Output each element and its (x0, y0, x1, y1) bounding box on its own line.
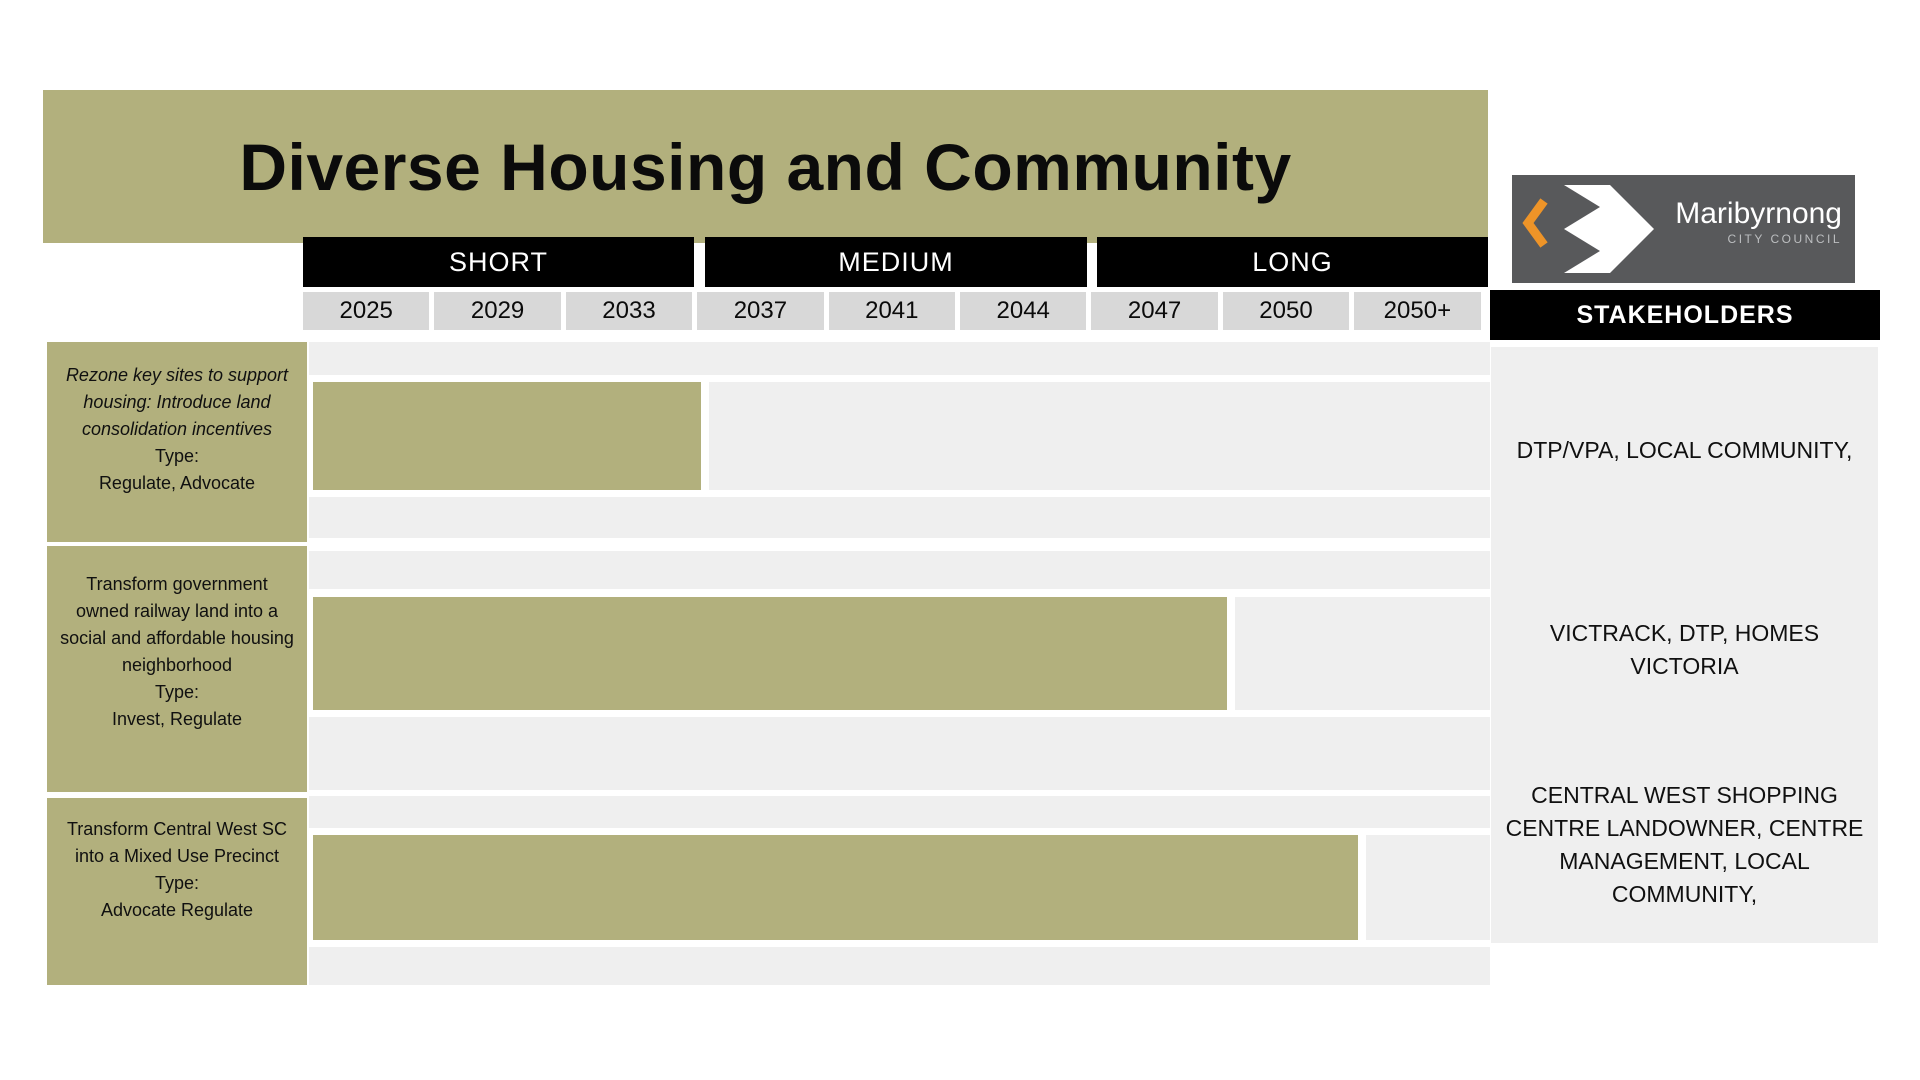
gantt-track-remainder (1366, 835, 1490, 940)
gantt-bar (313, 835, 1359, 940)
gantt-track-remainder (1234, 597, 1490, 710)
period-header-medium: MEDIUM (705, 237, 1087, 287)
action-text: Rezone key sites to support housing: Int… (65, 365, 289, 439)
grid-strip (309, 342, 1490, 375)
council-subtitle: CITY COUNCIL (1727, 232, 1842, 246)
year-cell-2033: 2033 (565, 292, 693, 330)
year-cell-2044: 2044 (960, 292, 1087, 330)
stakeholders-row-1: DTP/VPA, LOCAL COMMUNITY, (1516, 436, 1853, 463)
type-label: Type: (154, 682, 200, 702)
year-cell-2050+: 2050+ (1354, 292, 1481, 330)
gantt-band-row-2 (0, 597, 1920, 710)
gantt-band-row-3 (0, 835, 1920, 940)
page-title: Diverse Housing and Community (239, 129, 1292, 204)
year-cell-2041: 2041 (828, 292, 955, 330)
type-value: Invest, Regulate (111, 709, 243, 729)
action-text: Transform government owned railway land … (60, 574, 294, 675)
period-header-long: LONG (1097, 237, 1488, 287)
stakeholders-row-3: CENTRAL WEST SHOPPING CENTRE LANDOWNER, … (1505, 782, 1864, 907)
year-cell-2029: 2029 (434, 292, 561, 330)
stakeholders-row-2: VICTRACK, DTP, HOMES VICTORIA (1549, 620, 1820, 679)
year-cell-2025: 2025 (303, 292, 430, 330)
gantt-bar (313, 597, 1227, 710)
council-logo: Maribyrnong CITY COUNCIL (1512, 175, 1855, 283)
logo-orange-chevron-icon (1522, 198, 1548, 248)
year-cell-2047: 2047 (1091, 292, 1218, 330)
gantt-track-remainder (709, 382, 1490, 490)
period-label: SHORT (448, 246, 548, 277)
year-cell-2050: 2050 (1222, 292, 1350, 330)
stakeholders-header: STAKEHOLDERS (1490, 290, 1880, 340)
period-header-short: SHORT (303, 237, 694, 287)
type-value: Regulate, Advocate (98, 473, 256, 493)
stakeholders-panel: DTP/VPA, LOCAL COMMUNITY, VICTRACK, DTP,… (1491, 347, 1878, 943)
grid-strip (309, 551, 1490, 589)
title-banner: Diverse Housing and Community (43, 90, 1488, 243)
year-cell-2037: 2037 (697, 292, 824, 330)
stakeholders-header-label: STAKEHOLDERS (1576, 300, 1794, 329)
type-label: Type: (154, 873, 200, 893)
grid-strip (309, 947, 1490, 985)
action-label-row-3: Transform Central West SC into a Mixed U… (47, 798, 307, 985)
action-label-row-2: Transform government owned railway land … (47, 546, 307, 792)
type-label: Type: (154, 446, 200, 466)
council-name: Maribyrnong (1675, 197, 1842, 230)
action-label-row-1: Rezone key sites to support housing: Int… (47, 342, 307, 542)
council-logo-text: Maribyrnong CITY COUNCIL (1662, 197, 1842, 247)
period-label: LONG (1252, 246, 1333, 277)
period-label: MEDIUM (838, 246, 954, 277)
gantt-band-row-1 (0, 382, 1920, 490)
grid-strip (309, 796, 1490, 828)
council-logo-mark-icon (1522, 185, 1654, 273)
gantt-bar (313, 382, 702, 490)
action-text: Transform Central West SC into a Mixed U… (66, 819, 288, 866)
grid-strip (309, 497, 1490, 538)
grid-strip (309, 717, 1490, 790)
type-value: Advocate Regulate (100, 900, 254, 920)
